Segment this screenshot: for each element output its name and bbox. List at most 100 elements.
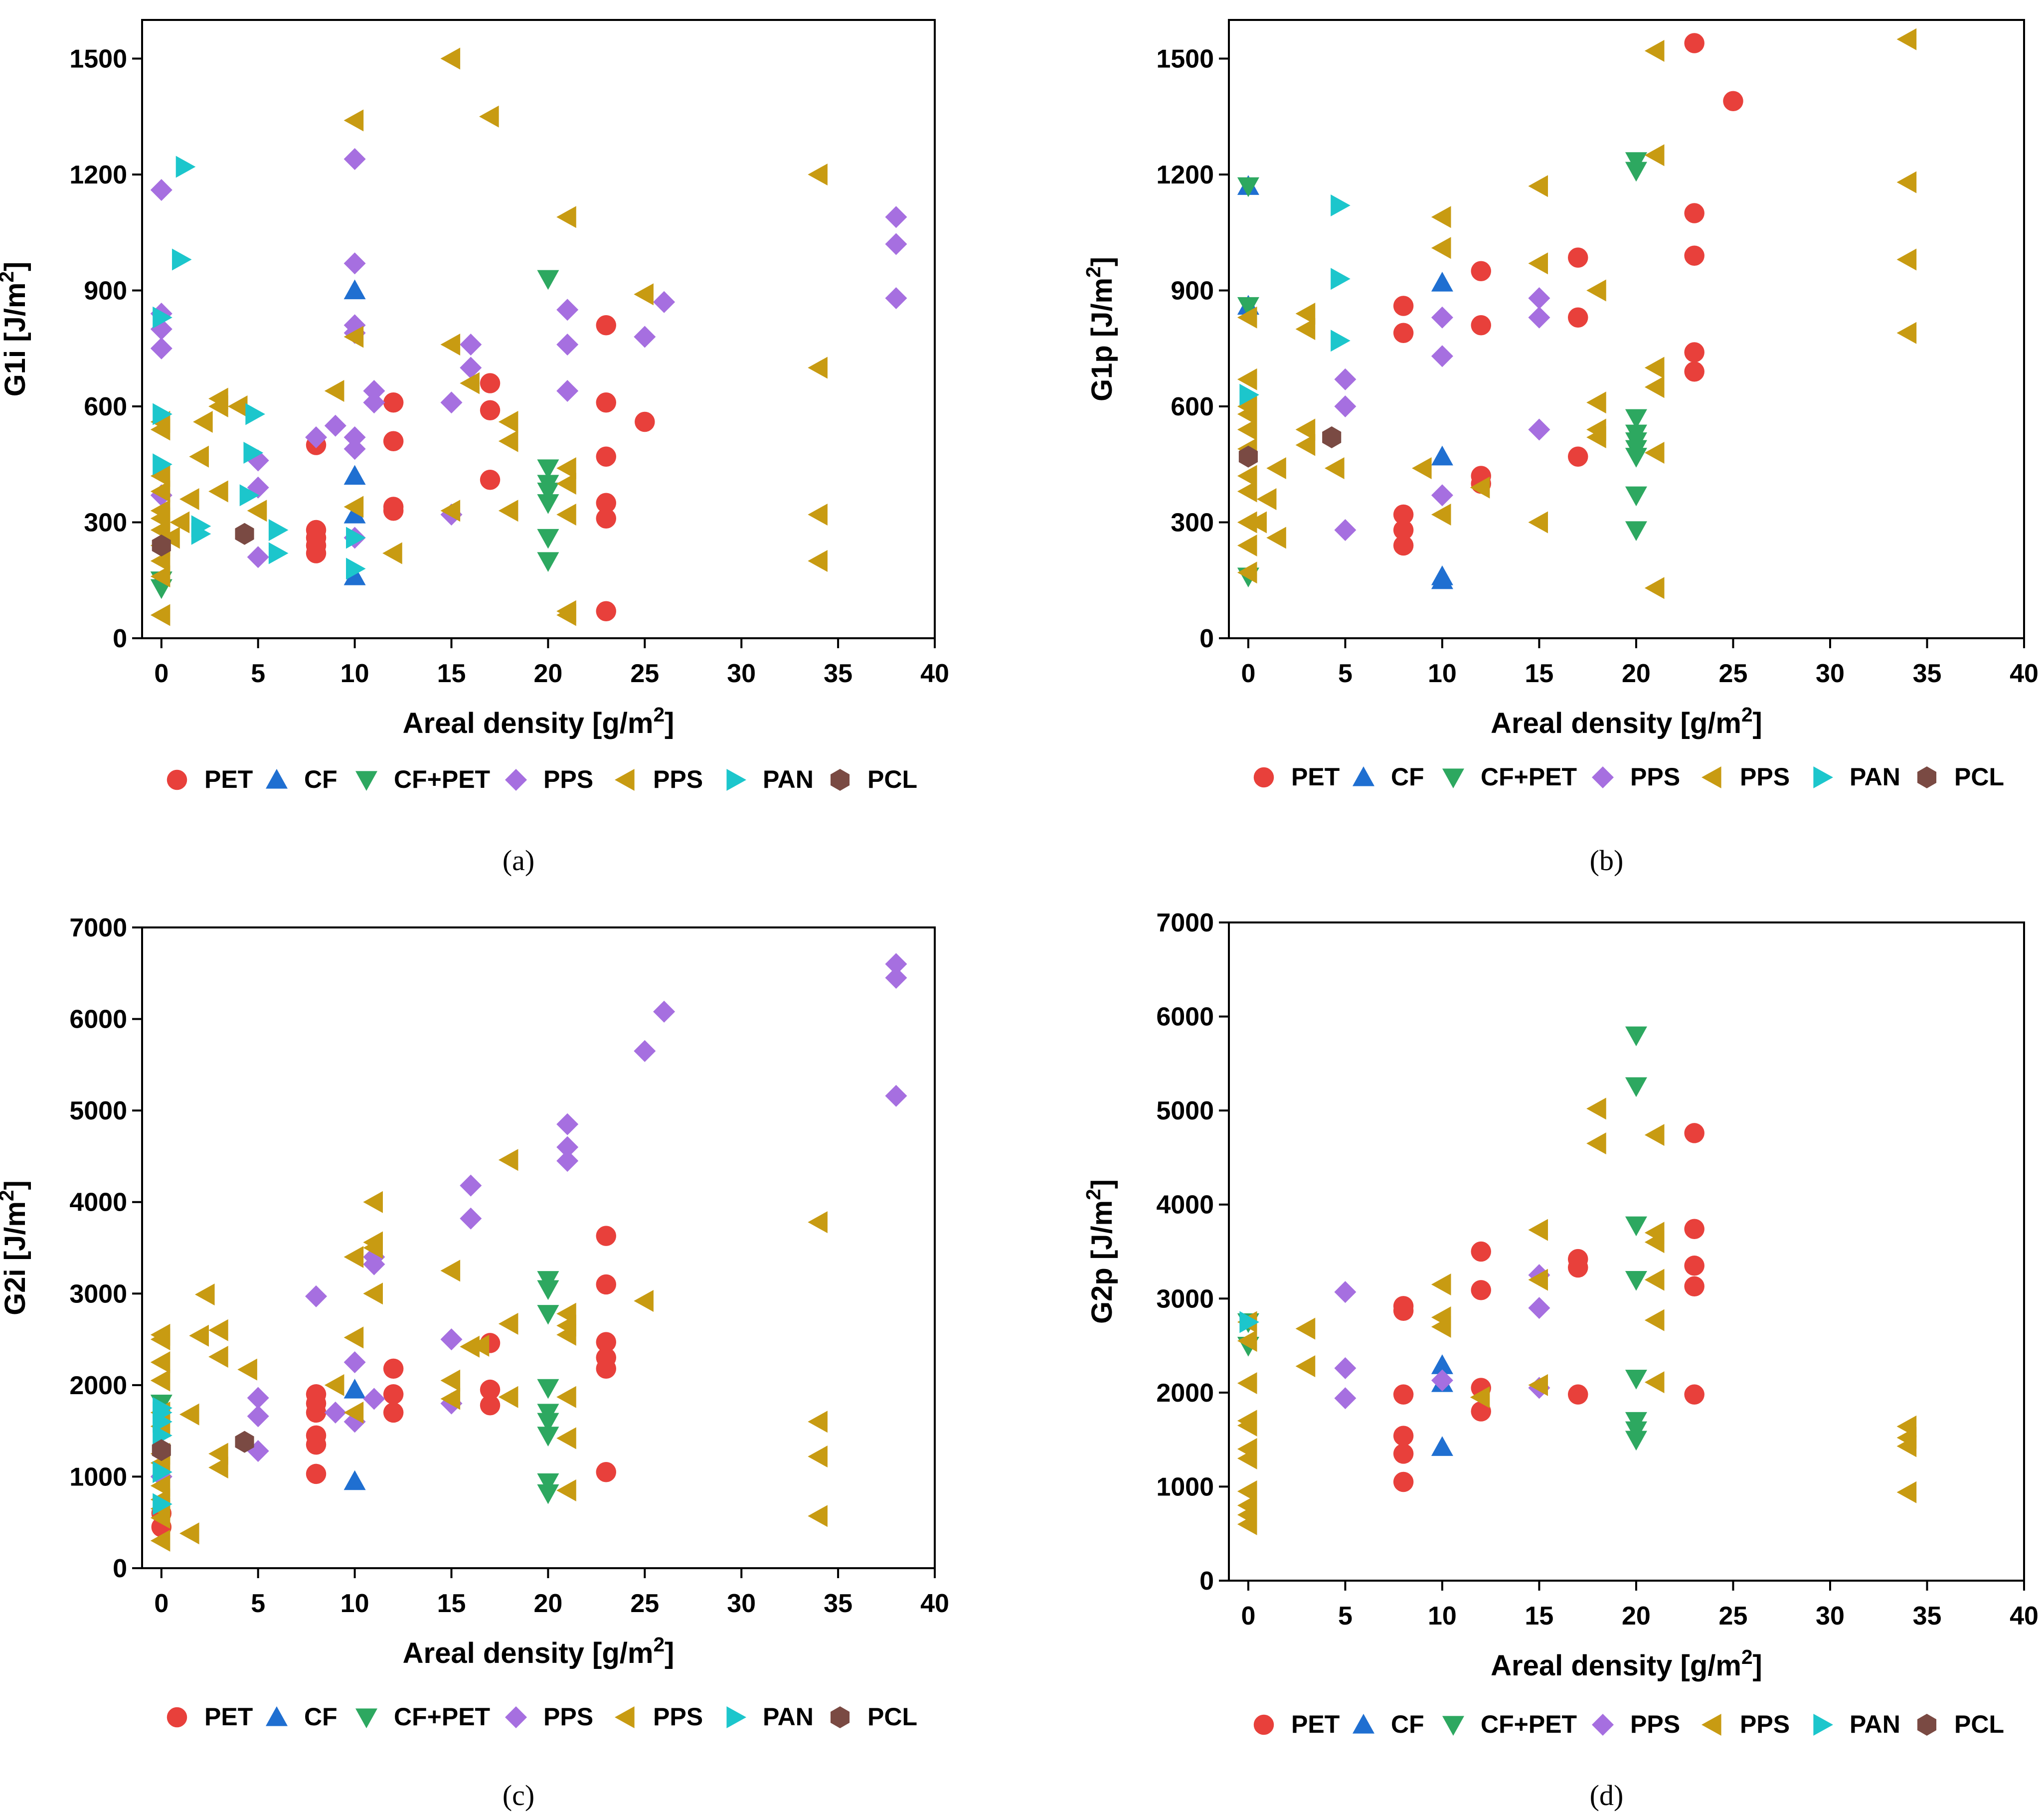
data-point: [1644, 144, 1665, 167]
data-point: [1625, 1271, 1647, 1291]
plot-frame: [1228, 19, 2025, 639]
data-point: [460, 334, 482, 356]
data-point: [150, 465, 170, 487]
data-point: [189, 445, 209, 468]
data-point: [235, 523, 254, 545]
data-point: [498, 1386, 518, 1408]
data-point: [179, 1403, 199, 1426]
data-point: [1471, 261, 1491, 281]
data-point: [498, 500, 518, 522]
data-point: [1266, 527, 1286, 549]
data-point: [1471, 1241, 1491, 1262]
data-point: [479, 105, 499, 128]
data-point: [1237, 395, 1257, 417]
legend-label: PPS: [653, 1703, 703, 1731]
data-point: [1644, 577, 1665, 599]
x-tick-label: 30: [1816, 1602, 1845, 1631]
data-point: [1431, 484, 1453, 507]
data-point: [537, 529, 559, 549]
data-point: [305, 1285, 328, 1307]
data-point: [175, 156, 196, 178]
data-point: [1684, 1219, 1704, 1239]
data-point: [460, 1335, 480, 1358]
data-point: [1393, 1384, 1414, 1405]
x-tick-label: 15: [1525, 1602, 1554, 1631]
data-point: [1528, 1269, 1548, 1291]
data-point: [1239, 1311, 1259, 1333]
x-tick-label: 15: [1525, 659, 1554, 688]
y-tick-label: 600: [1171, 392, 1214, 421]
legend-label: PAN: [763, 1703, 814, 1731]
legend-label: CF: [1391, 763, 1424, 791]
data-point: [1431, 504, 1451, 526]
data-point: [1412, 457, 1432, 479]
legend-marker: [615, 769, 635, 791]
y-tick-label: 900: [1171, 277, 1214, 306]
data-point: [150, 550, 170, 572]
series-pet-0: [306, 315, 655, 621]
y-tick-label: 1000: [1156, 1472, 1214, 1501]
data-point: [153, 453, 172, 476]
y-tick-label: 3000: [1156, 1284, 1214, 1313]
legend-marker: [266, 1706, 288, 1726]
data-point: [596, 446, 616, 467]
data-point: [537, 1404, 559, 1424]
data-point: [343, 1326, 364, 1349]
data-point: [1644, 1124, 1665, 1146]
data-point: [1237, 368, 1257, 390]
data-point: [1237, 561, 1257, 584]
data-point: [383, 431, 404, 451]
data-point: [440, 1260, 461, 1282]
data-point: [596, 493, 616, 513]
y-tick-label: 0: [113, 1554, 127, 1583]
data-point: [537, 270, 559, 290]
data-point: [343, 438, 366, 460]
legend-label: PCL: [1954, 763, 2004, 791]
y-axis-title: G2p [J/m2]: [1082, 1179, 1118, 1324]
data-point: [343, 1379, 366, 1399]
data-point: [1684, 1384, 1704, 1405]
data-point: [1896, 28, 1917, 50]
legend-marker: [1353, 1714, 1374, 1734]
data-point: [498, 411, 518, 433]
data-point: [1334, 1281, 1357, 1303]
data-point: [556, 1113, 579, 1135]
data-point: [1431, 1436, 1453, 1456]
data-point: [1644, 1309, 1665, 1331]
data-point: [1586, 1132, 1606, 1155]
data-point: [343, 1470, 366, 1490]
data-point: [1295, 303, 1316, 325]
x-tick-label: 0: [1241, 659, 1255, 688]
legend-marker: [830, 1706, 850, 1728]
data-point: [306, 520, 327, 541]
data-point: [885, 966, 907, 989]
x-tick-label: 40: [2010, 659, 2039, 688]
data-point: [556, 1150, 579, 1172]
data-point: [150, 1529, 170, 1552]
data-point: [150, 1474, 170, 1497]
data-point: [343, 465, 366, 485]
data-point: [153, 1397, 172, 1419]
legend-label: PAN: [1850, 763, 1900, 791]
data-point: [885, 287, 907, 309]
legend-label: PPS: [543, 1703, 593, 1731]
data-point: [383, 392, 404, 413]
data-point: [363, 1388, 385, 1410]
data-point: [537, 475, 559, 495]
data-point: [1528, 252, 1548, 275]
data-point: [245, 403, 265, 425]
data-point: [1684, 342, 1704, 363]
data-point: [1644, 357, 1665, 379]
series-pan-5: [1239, 1311, 1259, 1333]
data-point: [150, 179, 172, 201]
y-tick-label: 7000: [1156, 908, 1214, 937]
data-point: [1528, 175, 1548, 197]
data-point: [1896, 322, 1917, 344]
data-point: [1723, 91, 1743, 111]
data-point: [1331, 268, 1351, 290]
data-point: [1393, 520, 1414, 541]
data-point: [1684, 245, 1704, 266]
data-point: [1625, 152, 1647, 172]
legend-label: PPS: [543, 765, 593, 793]
data-point: [440, 334, 461, 356]
